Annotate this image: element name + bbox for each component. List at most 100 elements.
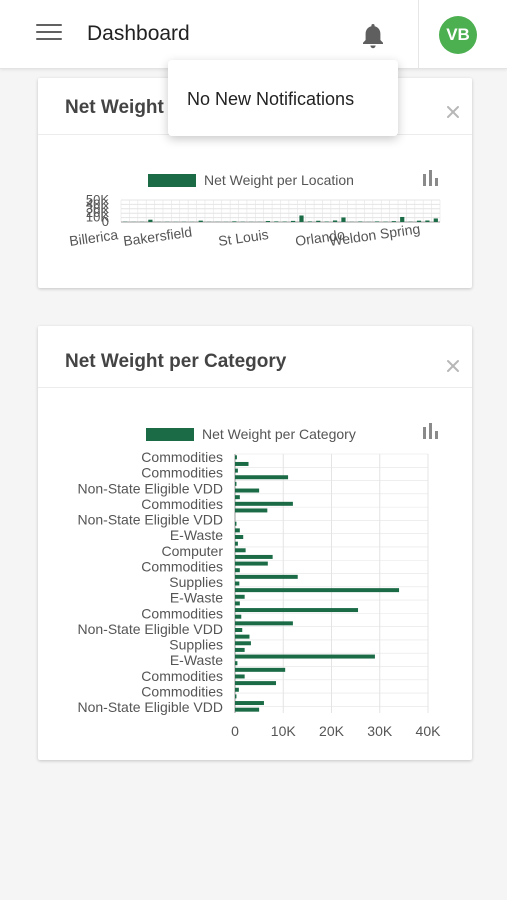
x-tick-label: 40K (416, 723, 442, 739)
x-tick-label: Billerica (68, 226, 119, 249)
bar (235, 455, 237, 460)
category-chart-card: Net Weight per Category Net Weight per C… (38, 326, 472, 760)
bar (235, 641, 251, 646)
hamburger-menu-icon[interactable] (36, 24, 62, 46)
bar (358, 221, 363, 222)
bar (235, 621, 293, 626)
bar-chart-icon[interactable] (421, 422, 441, 440)
card-title: Net Weight per Category (65, 351, 287, 372)
bar (235, 608, 359, 613)
bar (235, 541, 238, 546)
bar (235, 614, 242, 619)
bar (416, 220, 422, 222)
close-icon[interactable] (445, 104, 461, 120)
bar (235, 475, 289, 480)
bar (198, 220, 203, 222)
bar (148, 219, 153, 222)
y-tick-label: Commodities (141, 683, 223, 699)
y-tick-label: Computer (162, 543, 224, 559)
y-tick-label: Commodities (141, 668, 223, 684)
y-tick-label: 50K (86, 192, 109, 207)
notifications-popover: No New Notifications (168, 60, 398, 136)
x-tick-label: 0 (231, 723, 239, 739)
bar (235, 501, 293, 506)
bell-icon[interactable] (360, 22, 386, 50)
bar (290, 220, 296, 222)
page-title: Dashboard (87, 22, 190, 45)
bar (391, 221, 396, 222)
bar (235, 508, 268, 513)
bar (235, 681, 277, 686)
y-tick-label: 30K (86, 201, 109, 216)
avatar[interactable]: VB (439, 16, 477, 54)
y-tick-label: Non-State Eligible VDD (77, 512, 223, 528)
x-tick-label: 20K (319, 723, 345, 739)
bar (235, 687, 239, 692)
bar (235, 601, 240, 606)
x-tick-label: 10K (271, 723, 297, 739)
y-tick-label: Commodities (141, 465, 223, 481)
bar (235, 701, 264, 706)
header-divider (418, 0, 419, 68)
y-tick-label: E-Waste (170, 652, 223, 668)
bar (235, 694, 237, 699)
bar (235, 627, 243, 632)
x-tick-label: St Louis (217, 226, 269, 249)
bar (235, 674, 245, 679)
y-tick-label: Non-State Eligible VDD (77, 480, 223, 496)
bar (265, 221, 271, 222)
card-header: Net Weight per Category (38, 326, 472, 388)
bar (235, 634, 250, 639)
bar (235, 647, 245, 652)
x-tick-label: Weldon Spring (328, 220, 421, 249)
bar (299, 215, 304, 222)
bar (235, 574, 298, 579)
bar (332, 220, 338, 222)
category-bar-chart: Net Weight per Category 0 10K 20K 30K 40K Comm… (77, 426, 442, 739)
bar (235, 661, 238, 666)
y-tick-label: Non-State Eligible VDD (77, 699, 223, 715)
location-bar-chart: Net Weight per Location 50K40K30K20K10K0B… (68, 172, 441, 249)
bar (341, 217, 346, 222)
y-tick-label: Supplies (169, 574, 223, 590)
legend-label: Net Weight per Category (202, 426, 356, 442)
bar (235, 707, 260, 712)
bar (232, 221, 237, 222)
y-tick-label: 10K (86, 210, 109, 225)
close-icon[interactable] (445, 358, 461, 374)
y-tick-label: E-Waste (170, 527, 223, 543)
bar (307, 221, 312, 222)
bar (374, 221, 380, 222)
x-tick-label: Orlando (294, 226, 346, 249)
legend-label: Net Weight per Location (204, 172, 354, 188)
bar (235, 568, 240, 573)
y-tick-label: Non-State Eligible VDD (77, 621, 223, 637)
bar (235, 495, 240, 500)
app-bar: Dashboard VB (0, 0, 507, 69)
bar (235, 667, 286, 672)
bar (235, 554, 273, 559)
bar (235, 594, 245, 599)
bar (235, 461, 249, 466)
y-tick-label: Commodities (141, 605, 223, 621)
bar-chart-icon[interactable] (421, 169, 441, 187)
bar (235, 481, 237, 486)
bar (235, 548, 246, 553)
bar (235, 521, 237, 526)
y-tick-label: Commodities (141, 558, 223, 574)
bar (235, 654, 375, 659)
x-tick-label: 30K (367, 723, 393, 739)
bar (235, 468, 238, 473)
bar (235, 488, 260, 493)
y-tick-label: 40K (86, 196, 109, 211)
bar (235, 588, 400, 593)
legend-swatch (148, 174, 196, 187)
notifications-message: No New Notifications (187, 89, 355, 109)
bar (316, 220, 321, 222)
bar (425, 220, 430, 222)
y-tick-label: Supplies (169, 637, 223, 653)
bar (235, 535, 244, 540)
x-tick-label: Bakersfield (122, 223, 193, 248)
bar (274, 221, 279, 222)
bar (235, 561, 268, 566)
